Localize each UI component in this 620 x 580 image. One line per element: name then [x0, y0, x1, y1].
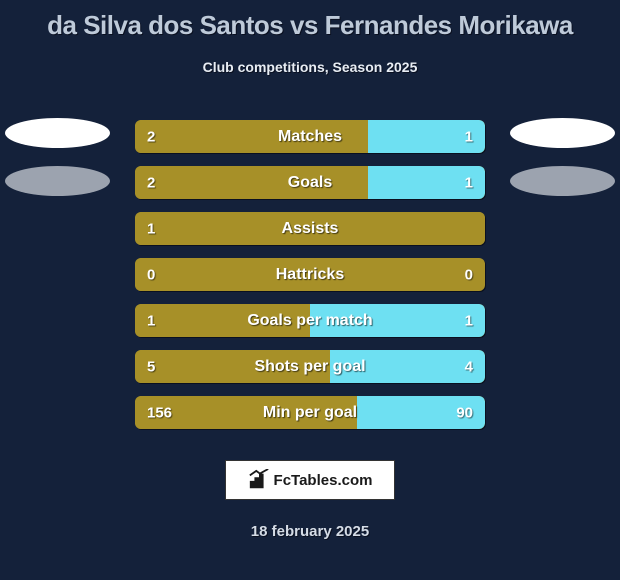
stat-row: 1Assists: [135, 212, 485, 245]
stat-row: 11Goals per match: [135, 304, 485, 337]
stat-label: Matches: [135, 128, 485, 146]
stat-label: Shots per goal: [135, 358, 485, 376]
stats-bars-container: 21Matches 21Goals 1Assists 00Hattricks 11Goa…: [135, 120, 485, 442]
player-right-badge-1: [510, 118, 615, 148]
watermark-label: FcTables.com: [274, 472, 373, 489]
player-right-badge-2: [510, 166, 615, 196]
footer-date: 18 february 2025: [0, 523, 620, 540]
stat-label: Hattricks: [135, 266, 485, 284]
stat-row: 54Shots per goal: [135, 350, 485, 383]
stat-row: 21Goals: [135, 166, 485, 199]
player-right-badges: [510, 118, 615, 214]
chart-icon: [248, 469, 270, 491]
watermark[interactable]: FcTables.com: [225, 460, 395, 500]
player-left-badge-2: [5, 166, 110, 196]
page-title: da Silva dos Santos vs Fernandes Morikaw…: [0, 0, 620, 41]
stat-row: 15690Min per goal: [135, 396, 485, 429]
stat-row: 21Matches: [135, 120, 485, 153]
subtitle: Club competitions, Season 2025: [0, 59, 620, 75]
stat-label: Min per goal: [135, 404, 485, 422]
stat-label: Goals: [135, 174, 485, 192]
player-left-badges: [5, 118, 110, 214]
stat-label: Assists: [135, 220, 485, 238]
stat-label: Goals per match: [135, 312, 485, 330]
player-left-badge-1: [5, 118, 110, 148]
stat-row: 00Hattricks: [135, 258, 485, 291]
